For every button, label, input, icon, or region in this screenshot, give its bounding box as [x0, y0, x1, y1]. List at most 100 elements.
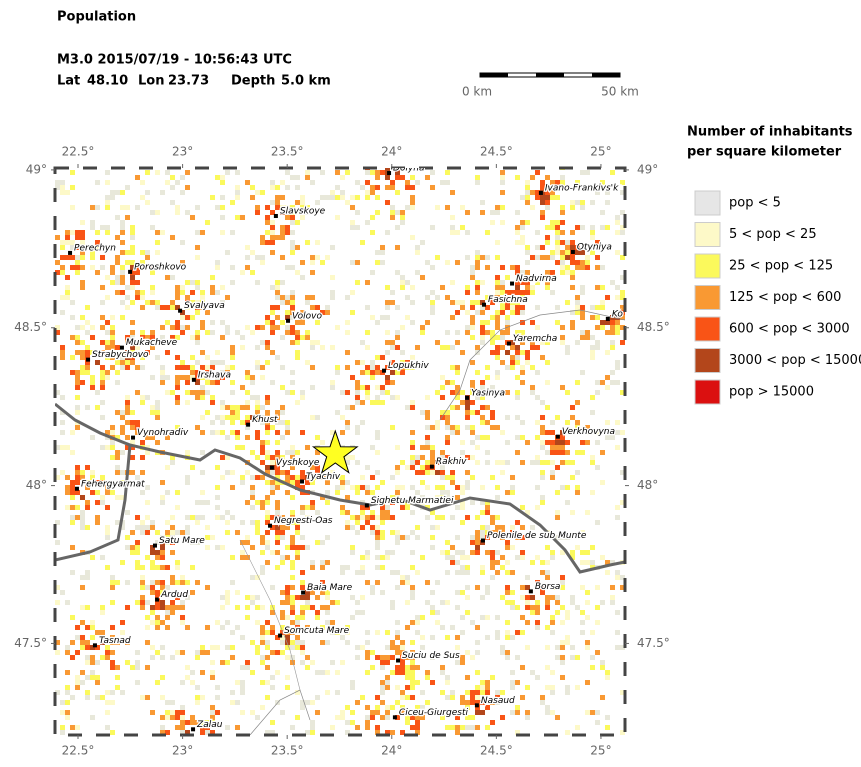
raster-cell — [480, 690, 485, 695]
raster-cell — [235, 725, 240, 730]
raster-cell — [270, 525, 275, 530]
raster-cell — [120, 355, 125, 360]
raster-cell — [500, 360, 505, 365]
raster-cell — [485, 375, 490, 380]
raster-cell — [445, 330, 450, 335]
raster-cell — [490, 575, 495, 580]
raster-cell — [465, 285, 470, 290]
raster-cell — [175, 530, 180, 535]
raster-cell — [170, 390, 175, 395]
raster-cell — [240, 540, 245, 545]
raster-cell — [615, 230, 620, 235]
raster-cell — [470, 265, 475, 270]
raster-cell — [530, 205, 535, 210]
raster-cell — [260, 505, 265, 510]
raster-cell — [330, 600, 335, 605]
raster-cell — [375, 435, 380, 440]
raster-cell — [165, 275, 170, 280]
raster-cell — [130, 425, 135, 430]
raster-cell — [290, 230, 295, 235]
raster-cell — [410, 665, 415, 670]
raster-cell — [605, 200, 610, 205]
raster-cell — [280, 615, 285, 620]
raster-cell — [285, 325, 290, 330]
raster-cell — [275, 525, 280, 530]
raster-cell — [75, 325, 80, 330]
raster-cell — [270, 350, 275, 355]
raster-cell — [195, 300, 200, 305]
raster-cell — [250, 250, 255, 255]
raster-cell — [480, 685, 485, 690]
raster-cell — [240, 520, 245, 525]
raster-cell — [415, 345, 420, 350]
raster-cell — [465, 405, 470, 410]
raster-cell — [555, 490, 560, 495]
raster-cell — [500, 265, 505, 270]
raster-cell — [485, 705, 490, 710]
city-label: Ivano-Frankivs'k — [545, 183, 619, 193]
raster-cell — [460, 390, 465, 395]
raster-cell — [555, 445, 560, 450]
raster-cell — [545, 175, 550, 180]
raster-cell — [560, 445, 565, 450]
raster-cell — [615, 215, 620, 220]
raster-cell — [255, 325, 260, 330]
raster-cell — [465, 690, 470, 695]
raster-cell — [520, 220, 525, 225]
raster-cell — [275, 565, 280, 570]
raster-cell — [365, 580, 370, 585]
raster-cell — [230, 630, 235, 635]
raster-cell — [530, 610, 535, 615]
raster-cell — [95, 695, 100, 700]
raster-cell — [240, 550, 245, 555]
raster-cell — [490, 220, 495, 225]
raster-cell — [620, 585, 625, 590]
raster-cell — [440, 670, 445, 675]
raster-cell — [490, 520, 495, 525]
raster-cell — [570, 555, 575, 560]
raster-cell — [535, 605, 540, 610]
raster-cell — [155, 625, 160, 630]
raster-cell — [400, 135, 405, 140]
raster-cell — [455, 570, 460, 575]
raster-cell — [380, 400, 385, 405]
raster-cell — [165, 305, 170, 310]
raster-cell — [225, 330, 230, 335]
raster-cell — [265, 205, 270, 210]
raster-cell — [375, 355, 380, 360]
raster-cell — [510, 635, 515, 640]
raster-cell — [555, 245, 560, 250]
raster-cell — [550, 250, 555, 255]
raster-cell — [320, 565, 325, 570]
raster-cell — [185, 675, 190, 680]
raster-cell — [180, 530, 185, 535]
raster-cell — [560, 585, 565, 590]
raster-cell — [465, 595, 470, 600]
raster-cell — [465, 455, 470, 460]
raster-cell — [400, 575, 405, 580]
raster-cell — [200, 230, 205, 235]
raster-cell — [195, 305, 200, 310]
raster-cell — [75, 230, 80, 235]
city-marker — [152, 543, 157, 548]
raster-cell — [120, 300, 125, 305]
raster-cell — [400, 655, 405, 660]
raster-cell — [605, 190, 610, 195]
raster-cell — [265, 455, 270, 460]
raster-cell — [235, 700, 240, 705]
raster-cell — [560, 580, 565, 585]
raster-cell — [275, 355, 280, 360]
raster-cell — [245, 255, 250, 260]
raster-cell — [290, 535, 295, 540]
raster-cell — [70, 450, 75, 455]
raster-cell — [325, 590, 330, 595]
city-label: Nasaud — [481, 696, 515, 706]
raster-cell — [325, 690, 330, 695]
raster-cell — [495, 295, 500, 300]
raster-cell — [565, 460, 570, 465]
raster-cell — [340, 715, 345, 720]
raster-cell — [335, 365, 340, 370]
raster-cell — [220, 605, 225, 610]
raster-cell — [190, 365, 195, 370]
